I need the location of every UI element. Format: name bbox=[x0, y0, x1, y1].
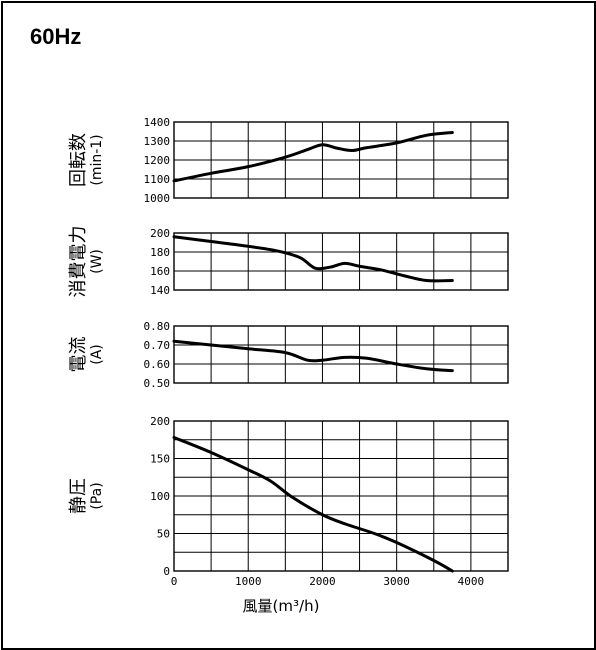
series-line bbox=[172, 235, 454, 283]
y-axis-label: 回転数 (min-1) bbox=[68, 133, 105, 187]
y-axis-label: 静圧 (Pa) bbox=[68, 478, 105, 514]
x-tick-label: 4000 bbox=[458, 575, 485, 588]
x-axis-label: 風量(m³/h) bbox=[243, 597, 320, 615]
x-tick-label: 3000 bbox=[383, 575, 410, 588]
y-tick-label: 0.80 bbox=[144, 320, 171, 333]
x-tick-label: 0 bbox=[171, 575, 178, 588]
y-tick-label: 0.50 bbox=[144, 377, 171, 390]
series-line bbox=[172, 339, 454, 373]
y-tick-label: 150 bbox=[150, 453, 170, 466]
y-tick-label: 140 bbox=[150, 284, 170, 297]
plot-area-border bbox=[173, 232, 509, 291]
y-axis-label-main: 電流 bbox=[68, 337, 89, 373]
y-axis-label-main: 静圧 bbox=[68, 478, 89, 514]
y-tick-label: 100 bbox=[150, 490, 170, 503]
series-line bbox=[172, 436, 454, 573]
y-axis-label: 消費電力 (W) bbox=[68, 226, 105, 298]
plot-area-border bbox=[173, 121, 509, 199]
plot-area-border bbox=[173, 420, 509, 572]
x-tick-label: 1000 bbox=[235, 575, 262, 588]
y-tick-label: 1300 bbox=[144, 135, 171, 148]
y-axis-label-main: 消費電力 bbox=[68, 226, 89, 298]
y-tick-label: 0.60 bbox=[144, 358, 171, 371]
y-tick-label: 0 bbox=[163, 565, 170, 578]
y-tick-label: 180 bbox=[150, 246, 170, 259]
plot-area-border bbox=[173, 325, 509, 384]
y-tick-label: 200 bbox=[150, 415, 170, 428]
x-tick-label: 2000 bbox=[309, 575, 336, 588]
y-tick-label: 160 bbox=[150, 265, 170, 278]
y-axis-label: 電流 (A) bbox=[68, 337, 105, 373]
y-tick-label: 1100 bbox=[144, 173, 171, 186]
y-axis-label-unit: (A) bbox=[89, 344, 105, 365]
y-tick-label: 200 bbox=[150, 227, 170, 240]
y-tick-label: 50 bbox=[157, 528, 170, 541]
frequency-title: 60Hz bbox=[30, 24, 82, 49]
y-tick-label: 1200 bbox=[144, 154, 171, 167]
series-line bbox=[172, 130, 454, 183]
y-tick-label: 0.70 bbox=[144, 339, 171, 352]
y-tick-label: 1400 bbox=[144, 116, 171, 129]
y-tick-label: 1000 bbox=[144, 192, 171, 205]
y-axis-label-unit: (min-1) bbox=[89, 134, 105, 185]
y-axis-label-unit: (Pa) bbox=[89, 482, 105, 509]
y-axis-label-unit: (W) bbox=[89, 249, 105, 274]
y-axis-label-main: 回転数 bbox=[68, 133, 89, 187]
